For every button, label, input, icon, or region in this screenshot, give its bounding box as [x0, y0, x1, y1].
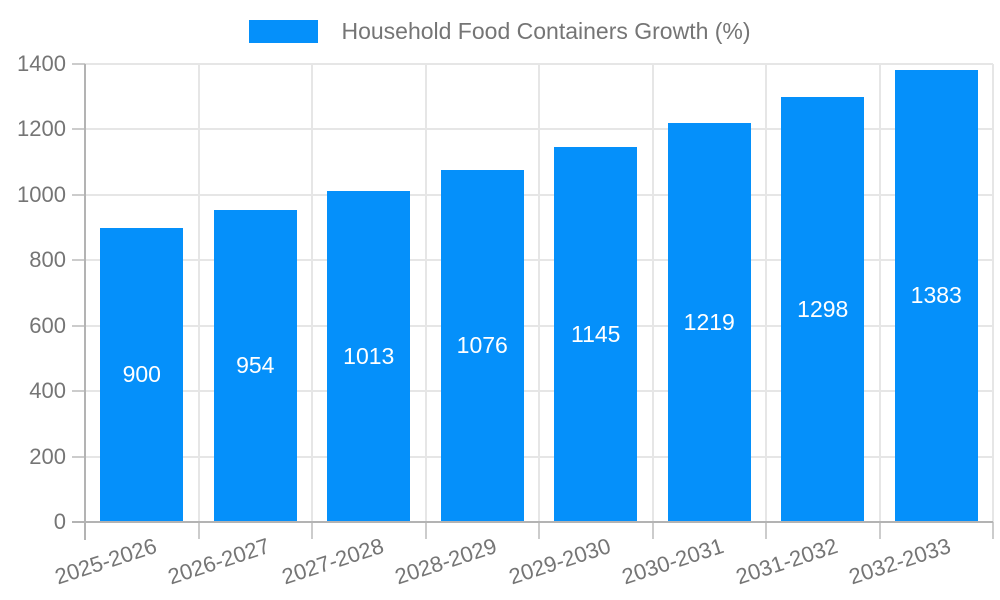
- bar-value-label: 1219: [683, 309, 735, 336]
- y-tick-label: 1400: [17, 51, 66, 76]
- bar: [327, 190, 411, 521]
- gridline-vertical: [311, 64, 313, 522]
- y-tick-mark: [72, 128, 85, 131]
- gridline-vertical: [197, 64, 200, 522]
- x-tick-mark: [992, 522, 994, 539]
- y-axis-line: [84, 64, 86, 540]
- x-tick-label: 2029-2030: [505, 533, 614, 590]
- x-tick-mark: [311, 522, 313, 539]
- y-tick-label: 0: [53, 509, 66, 534]
- y-tick-mark: [72, 390, 85, 393]
- x-tick-label: 2032-2033: [845, 533, 954, 590]
- y-tick-mark: [72, 63, 85, 65]
- x-tick-mark: [538, 522, 540, 539]
- y-tick-label: 1200: [17, 116, 66, 142]
- bar: [440, 169, 524, 521]
- gridline-vertical: [538, 64, 540, 522]
- y-tick-label: 600: [29, 312, 66, 338]
- bar-value-label: 1076: [456, 332, 508, 359]
- gridline-vertical: [765, 64, 767, 522]
- x-tick-label: 2026-2027: [164, 533, 273, 590]
- y-tick-mark: [72, 259, 85, 262]
- x-tick-mark: [651, 522, 654, 539]
- x-tick-label: 2031-2032: [732, 533, 841, 590]
- legend: Household Food Containers Growth (%): [0, 18, 1000, 44]
- bar: [554, 147, 638, 521]
- bar-value-label: 900: [122, 361, 161, 388]
- y-tick-mark: [72, 455, 85, 458]
- legend-swatch: [249, 19, 319, 43]
- gridline-vertical: [424, 64, 427, 522]
- bar: [100, 227, 184, 521]
- bar: [667, 123, 751, 521]
- x-tick-mark: [765, 522, 767, 539]
- bar: [894, 69, 978, 521]
- gridline-vertical: [992, 64, 994, 522]
- y-tick-mark: [72, 324, 85, 327]
- bar-value-label: 954: [236, 352, 275, 379]
- x-tick-mark: [424, 522, 427, 539]
- x-tick-label: 2030-2031: [618, 533, 727, 590]
- y-tick-label: 200: [29, 443, 66, 469]
- x-tick-label: 2028-2029: [391, 533, 500, 590]
- bar-value-label: 1298: [797, 296, 849, 323]
- bar-value-label: 1013: [343, 342, 395, 369]
- x-tick-mark: [197, 522, 200, 539]
- gridline-vertical: [878, 64, 881, 522]
- gridline-vertical: [651, 64, 654, 522]
- x-axis-line: [72, 521, 993, 523]
- y-tick-mark: [72, 193, 85, 196]
- y-tick-label: 800: [29, 247, 66, 273]
- bar-value-label: 1383: [910, 282, 962, 309]
- bar: [213, 209, 297, 521]
- x-tick-label: 2025-2026: [51, 533, 160, 590]
- bar-value-label: 1145: [571, 321, 621, 348]
- legend-label: Household Food Containers Growth (%): [341, 18, 751, 44]
- y-tick-label: 400: [29, 378, 66, 404]
- y-tick-label: 1000: [17, 181, 66, 207]
- x-tick-mark: [878, 522, 881, 539]
- bar: [781, 97, 865, 521]
- x-tick-label: 2027-2028: [278, 533, 387, 590]
